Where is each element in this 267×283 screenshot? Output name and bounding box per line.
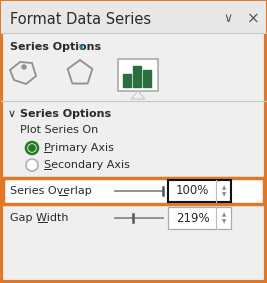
FancyBboxPatch shape <box>168 207 231 229</box>
Text: 100%: 100% <box>176 185 209 198</box>
FancyBboxPatch shape <box>118 59 158 91</box>
Bar <box>123 74 131 87</box>
Text: Series Options: Series Options <box>20 109 111 119</box>
Text: Format Data Series: Format Data Series <box>10 12 151 27</box>
FancyBboxPatch shape <box>168 180 231 202</box>
Text: Gap Width: Gap Width <box>10 213 69 223</box>
Text: Series Options: Series Options <box>10 42 101 52</box>
Bar <box>1 1 266 33</box>
Bar <box>143 70 151 87</box>
Text: Secondary Axis: Secondary Axis <box>44 160 130 170</box>
Text: ▼: ▼ <box>222 219 226 224</box>
Text: Series Overlap: Series Overlap <box>10 186 92 196</box>
Text: ▲: ▲ <box>222 212 226 217</box>
Text: Primary Axis: Primary Axis <box>44 143 114 153</box>
Text: ×: × <box>247 12 259 27</box>
Circle shape <box>26 142 38 154</box>
Text: ∨: ∨ <box>78 42 85 52</box>
Bar <box>3 178 264 204</box>
Circle shape <box>22 65 26 69</box>
Circle shape <box>26 159 38 171</box>
Text: ▲: ▲ <box>222 185 226 190</box>
Text: 219%: 219% <box>176 211 210 224</box>
Polygon shape <box>131 91 145 99</box>
Text: ▼: ▼ <box>222 192 226 197</box>
Bar <box>133 66 141 87</box>
Text: Plot Series On: Plot Series On <box>20 125 98 135</box>
Circle shape <box>29 145 35 151</box>
Text: ∨: ∨ <box>8 109 16 119</box>
Text: ∨: ∨ <box>223 12 233 25</box>
